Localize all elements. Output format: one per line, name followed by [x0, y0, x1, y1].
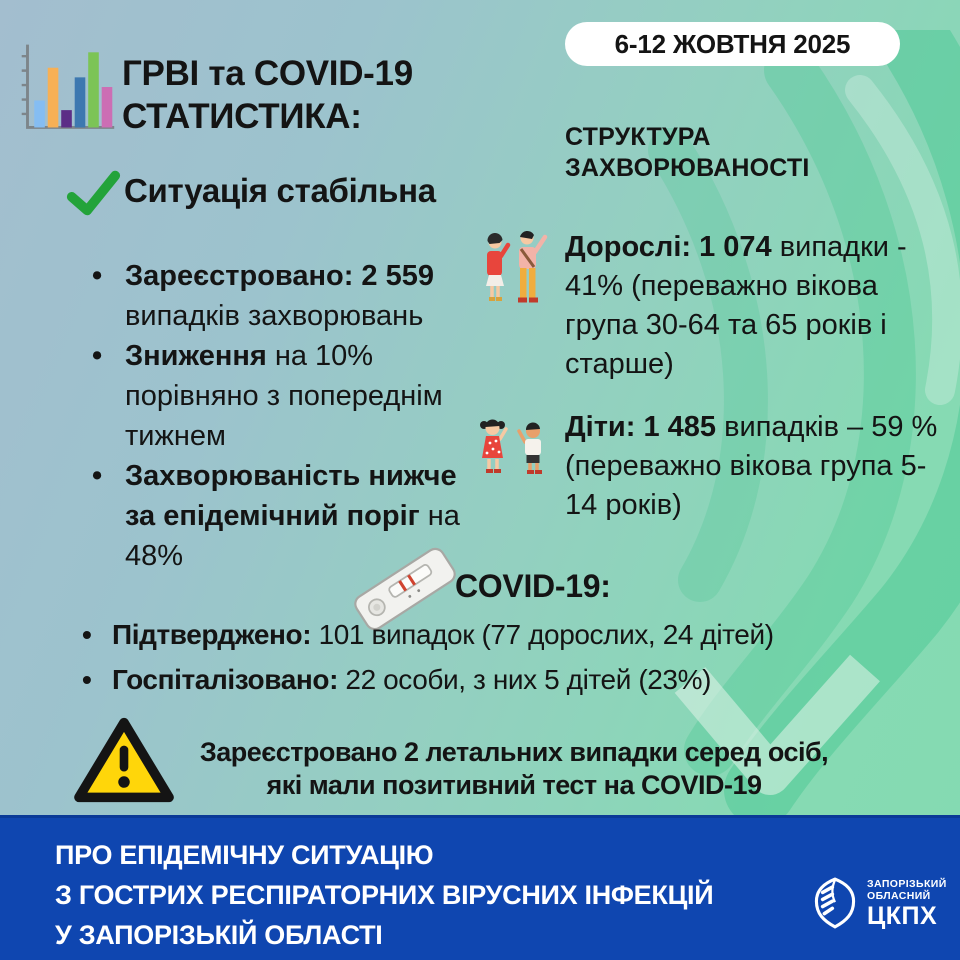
summary-item-rest: на 48% [125, 500, 460, 572]
structure-heading: СТРУКТУРА ЗАХВОРЮВАНОСТІ [565, 122, 810, 184]
summary-item-bold: Зниження [125, 340, 267, 372]
date-badge: 6-12 ЖОВТНЯ 2025 [565, 22, 900, 66]
warning-line1: Зареєстровано 2 летальних випадки серед … [199, 737, 829, 767]
children-stat: Діти: 1 485 випадків – 59 % (переважно в… [565, 408, 957, 525]
covid-heading: COVID-19: [455, 568, 611, 604]
adults-couple-icon [486, 230, 548, 303]
org-name-line1: ЗАПОРІЗЬКИЙ [867, 877, 947, 890]
footer-line2: З ГОСТРИХ РЕСПІРАТОРНИХ ВІРУСНИХ ІНФЕКЦІ… [55, 880, 714, 910]
covid-item-bold: Госпіталізовано: [112, 664, 339, 695]
footer-line3: У ЗАПОРІЗЬКІЙ ОБЛАСТІ [55, 920, 383, 950]
warning-triangle-icon [74, 717, 174, 803]
covid-item-rest: 22 особи, з них 5 дітей (23%) [338, 664, 712, 695]
children-stat-bold: Діти: 1 485 [565, 411, 717, 443]
page-title-line2: СТАТИСТИКА: [122, 97, 362, 136]
shield-logo-icon [814, 877, 856, 929]
check-icon [66, 170, 121, 216]
footer-title: ПРО ЕПІДЕМІЧНУ СИТУАЦІЮ З ГОСТРИХ РЕСПІР… [55, 835, 714, 955]
list-item: Зареєстровано: 2 559 випадків захворюван… [88, 256, 460, 336]
structure-heading-line2: ЗАХВОРЮВАНОСТІ [565, 154, 810, 182]
bar-chart-icon [21, 44, 115, 129]
page-title-line1: ГРВІ та COVID-19 [122, 54, 413, 93]
org-logo-text: ЗАПОРІЗЬКИЙ ОБЛАСНИЙ ЦКПХ [867, 878, 947, 929]
list-item: Госпіталізовано: 22 особи, з них 5 дітей… [82, 657, 912, 702]
covid-item-bold: Підтверджено: [112, 619, 312, 650]
footer-banner: ПРО ЕПІДЕМІЧНУ СИТУАЦІЮ З ГОСТРИХ РЕСПІР… [0, 815, 960, 960]
covid-item-rest: 101 випадок (77 дорослих, 24 дітей) [311, 619, 774, 650]
status-label: Ситуація стабільна [124, 172, 436, 209]
list-item: Підтверджено: 101 випадок (77 дорослих, … [82, 612, 912, 657]
org-logo: ЗАПОРІЗЬКИЙ ОБЛАСНИЙ ЦКПХ [812, 876, 947, 930]
warning-text: Зареєстровано 2 летальних випадки серед … [180, 736, 848, 802]
list-item: Захворюваність нижче за епідемічний порі… [88, 456, 460, 576]
list-item: Зниження на 10% порівняно з попереднім т… [88, 336, 460, 456]
summary-item-rest: випадків захворювань [125, 300, 424, 332]
org-abbr: ЦКПХ [867, 901, 938, 930]
adults-stat-bold: Дорослі: 1 074 [565, 231, 772, 263]
warning-line2: які мали позитивний тест на COVID-19 [266, 770, 762, 800]
org-name-line2: ОБЛАСНИЙ [867, 889, 931, 902]
summary-list: Зареєстровано: 2 559 випадків захворюван… [88, 256, 460, 576]
date-badge-label: 6-12 ЖОВТНЯ 2025 [614, 28, 851, 59]
summary-item-bold: Захворюваність нижче за епідемічний порі… [125, 460, 457, 532]
children-stat-rest: випадків – 59 % (переважно вікова група … [565, 411, 938, 521]
children-icon [480, 419, 542, 474]
summary-item-rest: на 10% порівняно з попереднім тижнем [125, 340, 443, 452]
footer-line1: ПРО ЕПІДЕМІЧНУ СИТУАЦІЮ [55, 840, 434, 870]
adults-stat-rest: випадки - 41% (переважно вікова група 30… [565, 231, 907, 380]
summary-item-bold: Зареєстровано: 2 559 [125, 260, 435, 292]
covid-list: Підтверджено: 101 випадок (77 дорослих, … [82, 612, 912, 702]
page-title: ГРВІ та COVID-19 СТАТИСТИКА: [122, 52, 413, 138]
adults-stat: Дорослі: 1 074 випадки - 41% (переважно … [565, 228, 957, 384]
structure-heading-line1: СТРУКТУРА [565, 123, 711, 151]
